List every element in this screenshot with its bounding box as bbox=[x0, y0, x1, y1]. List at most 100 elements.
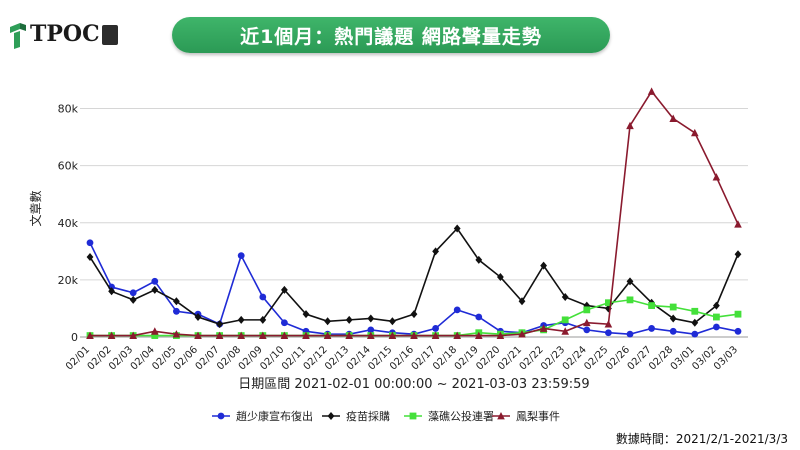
data-point bbox=[626, 296, 634, 304]
data-point bbox=[561, 293, 569, 302]
data-point bbox=[215, 331, 224, 339]
data-point bbox=[129, 331, 137, 339]
data-point bbox=[367, 331, 375, 339]
logo-text: TPOC bbox=[30, 21, 100, 47]
data-point bbox=[432, 247, 439, 256]
data-point bbox=[259, 293, 267, 301]
data-point bbox=[345, 315, 353, 324]
data-point bbox=[172, 330, 181, 338]
page-title-text: 近1個月：熱門議題 網路聲量走勢 bbox=[240, 25, 542, 48]
y-tick-label: 40k bbox=[58, 217, 79, 230]
data-point bbox=[626, 330, 634, 338]
data-point bbox=[540, 261, 547, 270]
data-point bbox=[107, 331, 116, 339]
data-point bbox=[669, 314, 677, 323]
logo-mark-icon bbox=[8, 21, 28, 49]
data-point bbox=[453, 224, 461, 233]
data-point bbox=[734, 250, 742, 259]
data-point bbox=[669, 327, 677, 335]
data-point bbox=[431, 331, 440, 339]
y-tick-label: 60k bbox=[58, 160, 79, 173]
legend-marker bbox=[497, 412, 505, 420]
y-tick-label: 20k bbox=[58, 274, 79, 287]
data-point bbox=[410, 331, 418, 339]
data-point bbox=[86, 253, 94, 262]
data-point bbox=[713, 301, 720, 310]
data-point bbox=[669, 114, 677, 122]
data-point bbox=[237, 331, 245, 339]
series-line-0 bbox=[89, 242, 739, 335]
data-point bbox=[453, 331, 461, 339]
data-point bbox=[583, 326, 591, 334]
data-point bbox=[669, 303, 677, 311]
data-point bbox=[324, 317, 331, 326]
series-line-3 bbox=[90, 90, 739, 337]
data-point bbox=[129, 289, 137, 297]
data-point bbox=[194, 331, 202, 339]
data-point bbox=[194, 313, 202, 322]
x-axis-label: 日期區間 2021-02-01 00:00:00 ~ 2021-03-03 23… bbox=[238, 377, 589, 392]
data-point bbox=[561, 316, 569, 324]
data-point bbox=[648, 325, 655, 332]
data-point bbox=[388, 331, 397, 339]
data-point bbox=[237, 252, 245, 260]
data-point bbox=[604, 320, 613, 328]
data-point bbox=[151, 285, 159, 294]
data-point bbox=[129, 295, 137, 304]
data-point bbox=[302, 331, 310, 339]
data-point bbox=[237, 315, 245, 324]
data-point bbox=[151, 332, 159, 339]
data-point bbox=[86, 239, 94, 247]
data-point bbox=[518, 330, 526, 338]
data-point bbox=[691, 307, 699, 315]
data-point bbox=[259, 331, 267, 339]
data-point bbox=[605, 329, 612, 337]
legend-label: 疫苗採購 bbox=[346, 409, 390, 423]
y-tick-label: 0 bbox=[71, 331, 78, 344]
data-point bbox=[691, 318, 699, 327]
data-point bbox=[302, 310, 310, 319]
data-point bbox=[605, 299, 612, 307]
data-point bbox=[108, 287, 115, 296]
brand-logo: TPOC bbox=[8, 14, 118, 54]
legend-marker bbox=[409, 412, 417, 420]
page-title: 近1個月：熱門議題 網路聲量走勢 bbox=[172, 17, 610, 53]
data-point bbox=[539, 324, 548, 332]
data-point bbox=[367, 314, 375, 323]
data-point bbox=[561, 327, 569, 335]
data-point bbox=[432, 325, 439, 332]
data-point bbox=[323, 331, 332, 339]
data-point bbox=[216, 320, 223, 329]
data-point bbox=[281, 319, 288, 327]
y-axis-label: 文章數 bbox=[28, 190, 43, 226]
series-line-1 bbox=[89, 227, 739, 325]
data-point bbox=[691, 330, 699, 338]
data-point bbox=[583, 306, 591, 314]
legend-label: 趙少康宣布復出 bbox=[236, 409, 313, 423]
data-point bbox=[496, 331, 505, 339]
data-point bbox=[713, 323, 720, 331]
data-point bbox=[280, 331, 289, 339]
data-point bbox=[518, 297, 526, 306]
data-point bbox=[497, 273, 504, 282]
data-point bbox=[734, 220, 742, 228]
y-tick-label: 80k bbox=[58, 103, 79, 116]
data-point bbox=[151, 327, 159, 335]
data-point bbox=[734, 310, 742, 318]
data-point bbox=[453, 306, 461, 314]
data-point bbox=[712, 173, 721, 181]
legend-label: 藻礁公投連署 bbox=[428, 409, 494, 423]
legend-label: 鳳梨事件 bbox=[516, 409, 560, 423]
data-point bbox=[475, 255, 483, 264]
data-point bbox=[475, 313, 483, 321]
logo-badge-icon bbox=[101, 25, 118, 45]
data-point bbox=[367, 326, 375, 334]
legend-marker bbox=[327, 412, 335, 420]
data-point bbox=[647, 87, 656, 95]
data-point bbox=[345, 331, 353, 339]
data-point bbox=[648, 302, 655, 309]
data-point bbox=[691, 128, 699, 137]
data-point bbox=[389, 317, 396, 326]
data-point bbox=[281, 285, 288, 294]
